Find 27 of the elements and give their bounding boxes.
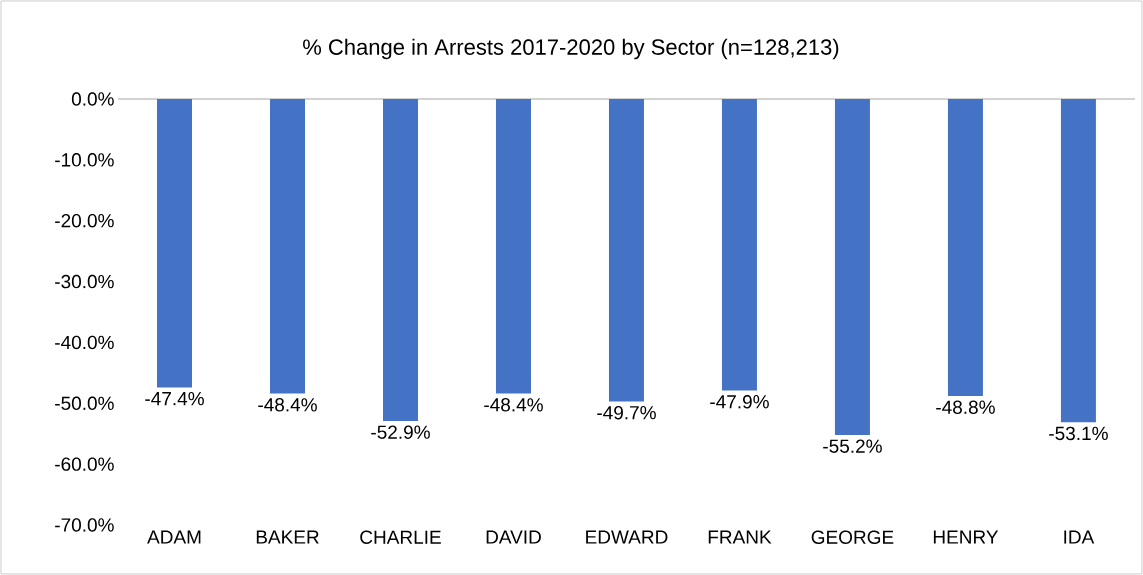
data-label: -48.8% <box>936 400 995 414</box>
y-tick-label: -40.0% <box>55 335 114 350</box>
x-tick-label: GEORGE <box>811 530 894 544</box>
chart-title: % Change in Arrests 2017-2020 by Sector (n=128,213) <box>303 38 839 60</box>
y-tick-label: -20.0% <box>55 213 114 228</box>
y-tick-label: -70.0% <box>55 518 114 532</box>
y-tick-label: -10.0% <box>55 153 114 167</box>
x-tick-label: CHARLIE <box>360 530 441 544</box>
x-tick-label: DAVID <box>486 530 541 544</box>
x-tick-label: BAKER <box>256 530 319 544</box>
y-tick-label: -50.0% <box>55 396 114 410</box>
data-label: -49.7% <box>597 405 656 420</box>
x-tick-label: EDWARD <box>586 530 668 544</box>
y-tick-label: -60.0% <box>55 457 114 471</box>
y-tick-label: 0.0% <box>71 92 114 106</box>
data-label: -48.4% <box>484 398 543 412</box>
data-label: -48.4% <box>258 398 317 412</box>
x-tick-label: FRANK <box>708 530 772 544</box>
x-tick-label: HENRY <box>933 530 999 544</box>
x-tick-label: IDA <box>1064 530 1095 544</box>
data-label: -52.9% <box>371 425 430 439</box>
y-tick-label: -30.0% <box>55 274 114 289</box>
x-tick-label: ADAM <box>147 530 201 544</box>
data-label: -53.1% <box>1049 426 1108 441</box>
data-label: -55.2% <box>823 439 882 453</box>
data-label: -47.9% <box>710 395 769 409</box>
data-label: -47.4% <box>145 391 204 406</box>
